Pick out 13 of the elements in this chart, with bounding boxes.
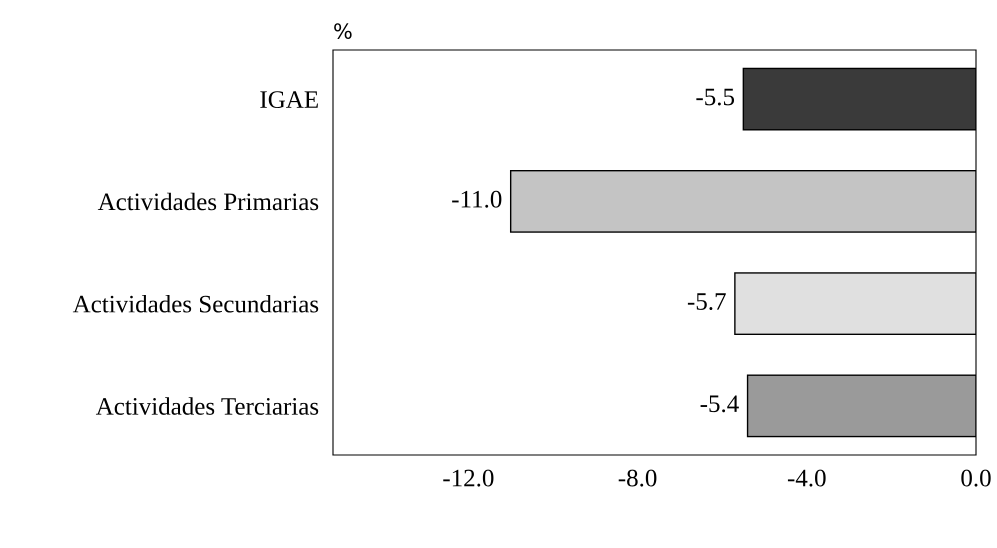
y-tick-label: Actividades Secundarias — [72, 294, 318, 313]
data-label: -5.5 — [696, 88, 734, 106]
x-tick-label: -12.0 — [443, 470, 494, 487]
text: % — [334, 23, 352, 39]
data-label: -5.7 — [688, 293, 726, 310]
data-label: -5.4 — [700, 395, 739, 412]
x-tick-label: -4.0 — [788, 470, 826, 487]
y-tick-label: Actividades Terciarias — [96, 397, 318, 415]
y-tick-label: Actividades Primarias — [98, 192, 318, 210]
data-label: -11.0 — [452, 190, 502, 208]
x-tick-label: -8.0 — [618, 470, 656, 487]
y-tick-label: IGAE — [260, 91, 318, 108]
x-tick-label: 0.0 — [961, 470, 991, 487]
